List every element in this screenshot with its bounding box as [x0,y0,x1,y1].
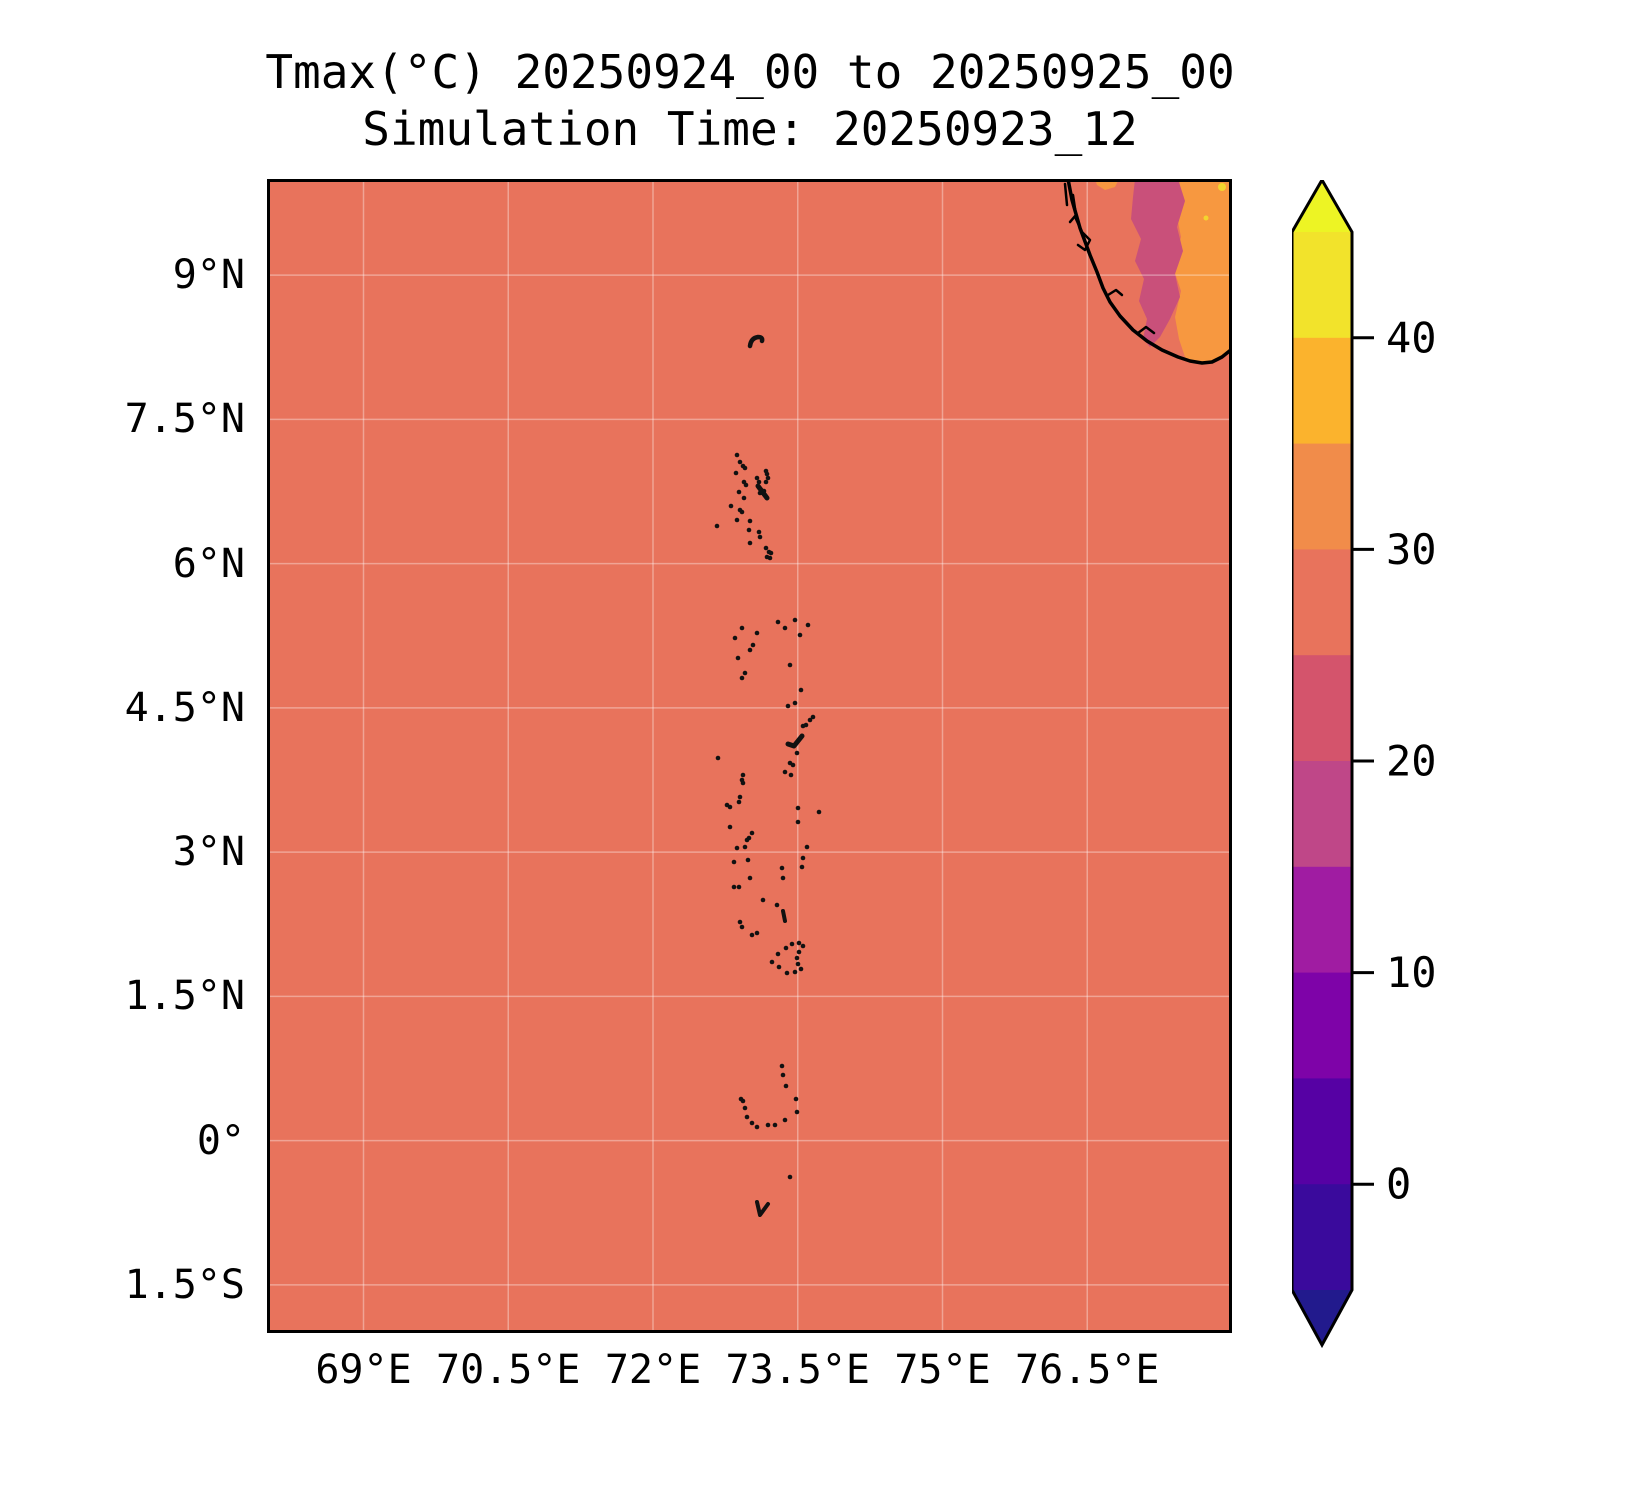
map-canvas [267,179,1232,1333]
colorbar-canvas: 40 30 20 10 0 [1292,180,1437,1349]
x-tick-label: 72°E [604,1347,702,1393]
colorbar-ticks: 40 30 20 10 0 [1352,313,1437,1209]
map-plot-area [267,179,1232,1333]
minicoy-comma [747,334,765,349]
hot-spot-speck [1203,215,1209,221]
y-tick-label: 0° [196,1117,245,1164]
y-tick-label: 3°N [172,829,245,876]
colorbar-tick-label: 0 [1386,1160,1411,1209]
x-tick-label: 75°E [894,1347,991,1393]
mid-atoll-dash [781,909,787,923]
india-land-region [1068,179,1232,363]
y-tick-label: 4.5°N [124,684,245,731]
x-tick-label: 73.5°E [725,1347,871,1393]
addu-v-island [755,1200,770,1217]
y-tick-label: 1.5°N [124,973,245,1020]
colorbar-under-arrow [1292,1290,1352,1345]
y-tick-label: 6°N [172,540,245,587]
y-tick-label: 7.5°N [124,396,245,443]
colorbar-over-arrow [1292,180,1352,232]
colorbar-tick-label: 20 [1386,737,1437,786]
coastline [1063,179,1232,365]
island-chain-dots [714,334,822,1217]
figure-subtitle: Simulation Time: 20250923_12 [362,102,1138,156]
y-tick-label: 9°N [172,252,245,299]
sea-fill [267,179,1232,1333]
figure-title: Tmax(°C) 20250924_00 to 20250925_00 [265,45,1235,99]
map-frame [267,179,1232,1333]
colorbar-area: 40 30 20 10 0 [1292,180,1502,1370]
male-atoll-dash [785,733,805,749]
colorbar-bands [1292,232,1352,1291]
figure-title-block: Tmax(°C) 20250924_00 to 20250925_00 Simu… [265,44,1234,158]
graticule-gridlines [267,179,1232,1333]
y-tick-label: 1.5°S [124,1261,245,1308]
x-tick-label: 76.5°E [1015,1347,1160,1393]
colorbar-outline [1292,180,1354,1349]
north-atoll-dash [755,483,770,501]
colorbar-tick-label: 30 [1386,525,1437,574]
western-ghats-cool-region [1131,179,1185,347]
colorbar-tick-label: 10 [1386,948,1437,997]
hot-spot-speck [1218,183,1226,191]
colorbar-tick-label: 40 [1386,313,1437,362]
x-tick-label: 69°E [315,1347,412,1393]
x-tick-label: 70.5°E [436,1347,581,1393]
warm-inland-region [1173,179,1232,363]
